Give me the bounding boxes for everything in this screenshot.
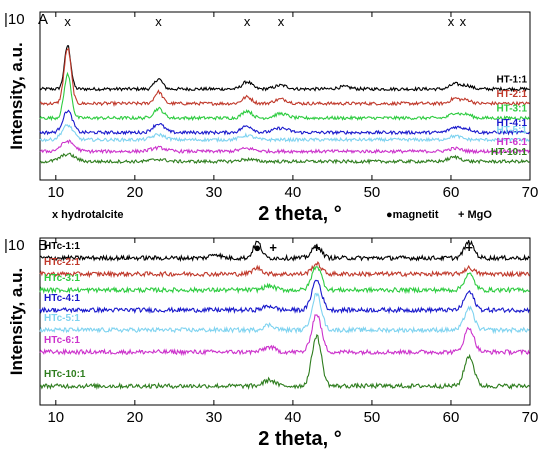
series-label: HT-2:1	[496, 89, 527, 100]
x-tick-label: 70	[522, 184, 539, 201]
x-tick-label: 50	[364, 184, 381, 201]
series-label: HTc-3:1	[44, 273, 80, 284]
series-line-ht-1-1	[39, 45, 530, 92]
scale-label: |10	[4, 11, 25, 28]
x-tick-label: 40	[285, 409, 302, 426]
x-tick-label: 40	[285, 184, 302, 201]
phase-marker: +	[465, 240, 473, 255]
x-tick-label: 70	[522, 409, 539, 426]
x-tick-label: 20	[126, 409, 143, 426]
phase-marker: +	[313, 240, 321, 255]
x-tick-label: 10	[47, 184, 64, 201]
series-line-ht-2-1	[39, 47, 530, 107]
x-tick-label: 30	[206, 409, 223, 426]
hydrotalcite-marker: x	[64, 14, 71, 29]
x-tick-label: 20	[126, 184, 143, 201]
x-tick-label: 50	[364, 409, 381, 426]
series-line-htc-5-1	[39, 292, 530, 335]
series-line-htc-3-1	[39, 266, 530, 295]
panel-label: B	[38, 237, 48, 254]
y-axis-label: Intensity, a.u.	[7, 268, 26, 375]
magnetite-legend-text: magnetit	[393, 209, 439, 221]
series-line-ht-3-1	[39, 71, 530, 122]
panel-label: A	[38, 11, 48, 28]
hydrotalcite-marker: x	[448, 14, 455, 29]
hydrotalcite-marker: x	[244, 14, 251, 29]
x-tick-label: 60	[443, 184, 460, 201]
series-line-htc-1-1	[39, 239, 530, 263]
x-tick-label: 60	[443, 409, 460, 426]
hydrotalcite-marker: x	[278, 14, 285, 29]
magnetite-legend: ●magnetit	[386, 209, 439, 221]
plot-frame	[39, 237, 531, 406]
series-label: HT-4:1	[496, 118, 527, 129]
magnetite-dot-icon: ●	[386, 209, 393, 221]
mgo-legend: + MgO	[458, 209, 492, 221]
series-label: HTc-2:1	[44, 257, 80, 268]
series-line-ht-10-1	[39, 152, 530, 165]
hydrotalcite-marker: x	[155, 14, 162, 29]
phase-marker: +	[269, 240, 277, 255]
series-label: HTc-1:1	[44, 241, 80, 252]
panel-a-xrd-chart: 10 20 30 40 50 60 70 2 theta, ° Intensity, a.u. A…	[4, 11, 538, 225]
series-label: HTc-6:1	[44, 335, 80, 346]
series-line-htc-6-1	[39, 314, 530, 357]
series-label: HT-3:1	[496, 103, 527, 114]
series-label: HT-1:1	[496, 74, 527, 85]
series-line-ht-6-1	[39, 139, 530, 155]
series-label: HT-6:1	[496, 137, 527, 148]
panel-b-xrd-chart: 10 20 30 40 50 60 70 2 theta, ° Intensity, a.u. B…	[4, 237, 538, 450]
scale-label: |10	[4, 237, 25, 254]
series-line-htc-2-1	[39, 261, 530, 279]
x-tick-label: 30	[206, 184, 223, 201]
hydrotalcite-marker: x	[460, 14, 467, 29]
x-axis-label: 2 theta, °	[258, 428, 342, 450]
phase-marker: ●	[253, 240, 261, 255]
series-line-ht-5-1	[39, 124, 530, 143]
series-label: HT-5:1	[496, 125, 527, 136]
series-line-ht-4-1	[39, 109, 530, 136]
series-label: HT-10:1	[491, 147, 528, 158]
series-label: HTc-5:1	[44, 313, 80, 324]
plot-frame	[39, 11, 531, 181]
y-axis-label: Intensity, a.u.	[7, 42, 26, 149]
series-label: HTc-4:1	[44, 293, 80, 304]
series-line-htc-4-1	[39, 279, 530, 315]
series-label: HTc-10:1	[44, 369, 86, 380]
series-line-htc-10-1	[39, 334, 530, 390]
hydrotalcite-legend: x hydrotalcite	[52, 209, 124, 221]
x-tick-label: 10	[47, 409, 64, 426]
x-axis-label: 2 theta, °	[258, 203, 342, 225]
